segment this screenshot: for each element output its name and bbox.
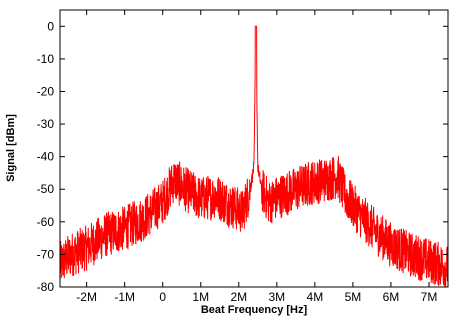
plot-frame	[59, 9, 449, 288]
y-tick-label: 0	[47, 19, 54, 33]
y-axis-title: Signal [dBm]	[5, 114, 17, 182]
y-tick-label: -30	[37, 117, 55, 131]
x-tick-label: 4M	[307, 290, 324, 304]
y-tick-label: -60	[37, 215, 55, 229]
x-tick-label: -1M	[114, 290, 135, 304]
y-axis: 0 -10 -20 -30 -40 -50 -60 -70 -80	[37, 19, 448, 294]
x-tick-label: 6M	[383, 290, 400, 304]
x-tick-label: 0	[159, 290, 166, 304]
x-tick-label: 2M	[230, 290, 247, 304]
y-tick-label: -40	[37, 150, 55, 164]
series-group	[60, 25, 448, 287]
spectrum-line	[60, 25, 448, 287]
x-tick-label: 3M	[268, 290, 285, 304]
x-tick-label: 1M	[192, 290, 209, 304]
x-tick-label: 7M	[421, 290, 438, 304]
y-tick-label: -70	[37, 247, 55, 261]
x-tick-label: -2M	[76, 290, 97, 304]
y-tick-label: -50	[37, 182, 55, 196]
x-axis: -2M -1M 0 1M 2M 3M 4M 5M 6M 7M	[76, 10, 437, 304]
y-tick-label: -20	[37, 84, 55, 98]
y-tick-label: -10	[37, 52, 55, 66]
x-axis-title: Beat Frequency [Hz]	[201, 304, 308, 316]
x-tick-label: 5M	[345, 290, 362, 304]
y-tick-label: -80	[37, 280, 55, 294]
